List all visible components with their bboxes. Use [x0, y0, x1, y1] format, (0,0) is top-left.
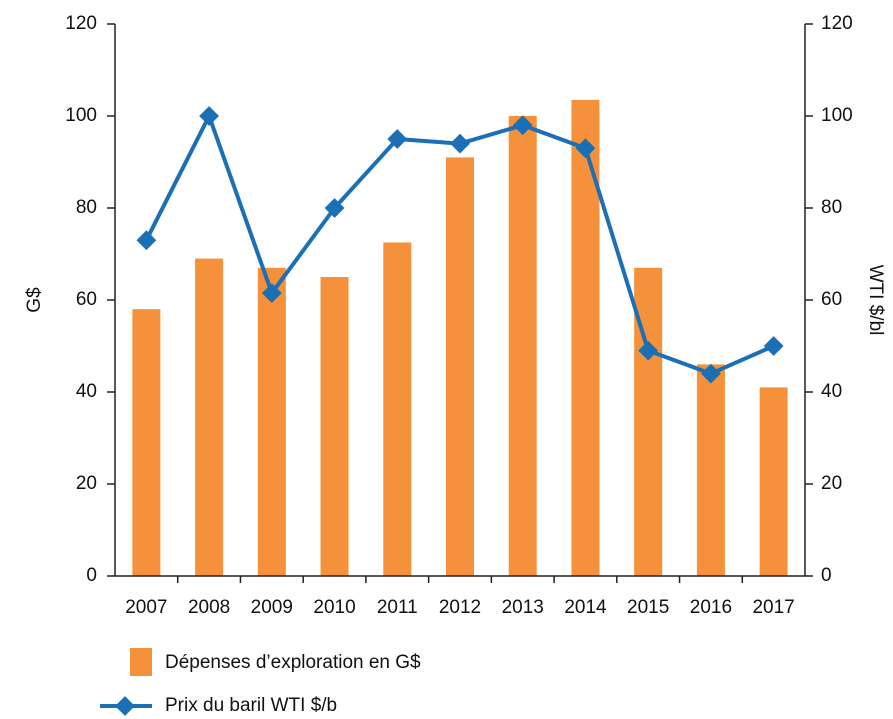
y-tick-label: 80: [76, 197, 97, 218]
line-marker: [701, 363, 721, 384]
x-tick-label: 2015: [627, 597, 669, 618]
bar: [571, 99, 600, 577]
x-tick-label: 2017: [752, 597, 794, 618]
x-tick-label: 2012: [439, 597, 481, 618]
line-marker: [763, 336, 784, 356]
x-tick-label: 2014: [564, 597, 607, 618]
y2-tick-label: 20: [821, 473, 842, 494]
bar: [195, 258, 224, 576]
line-marker: [199, 106, 219, 126]
y-tick-label: 100: [65, 105, 97, 126]
x-tick-label: 2009: [251, 597, 293, 618]
legend-label: Prix du baril WTI $/b: [165, 695, 337, 716]
y-tick-label: 120: [65, 13, 97, 34]
y-tick-label: 0: [86, 565, 97, 586]
x-tick-label: 2008: [188, 597, 230, 618]
x-tick-label: 2011: [377, 597, 418, 618]
y2-tick-label: 80: [821, 197, 842, 218]
y2-tick-label: 100: [821, 105, 853, 126]
y2-axis-title: WTI $/bl: [865, 265, 886, 336]
y-tick-label: 60: [76, 289, 97, 310]
bar: [446, 157, 474, 576]
bar: [759, 387, 788, 576]
line-marker: [136, 230, 157, 251]
bar: [696, 364, 725, 576]
bar: [508, 116, 537, 576]
x-tick-label: 2016: [690, 597, 732, 618]
bar: [320, 277, 349, 576]
line-marker: [638, 340, 659, 361]
y-tick-label: 40: [76, 381, 97, 402]
y2-tick-label: 60: [821, 289, 842, 310]
line-marker: [387, 129, 408, 149]
legend-marker: [115, 696, 135, 716]
y2-tick-label: 40: [821, 381, 842, 402]
x-tick-label: 2007: [125, 597, 167, 618]
y2-tick-label: 0: [821, 565, 832, 586]
x-tick-label: 2013: [502, 597, 544, 618]
bar: [257, 267, 286, 576]
x-tick-label: 2010: [313, 597, 355, 618]
legend-swatch: [130, 648, 152, 676]
bar: [383, 242, 412, 576]
y2-tick-label: 120: [821, 13, 853, 34]
y-tick-label: 20: [76, 473, 97, 494]
line-marker: [450, 133, 470, 154]
line-marker: [261, 283, 282, 303]
bar: [132, 309, 161, 576]
legend-label: Dépenses d’exploration en G$: [165, 652, 421, 673]
y-axis-title: G$: [24, 287, 45, 313]
line-marker: [324, 198, 345, 218]
